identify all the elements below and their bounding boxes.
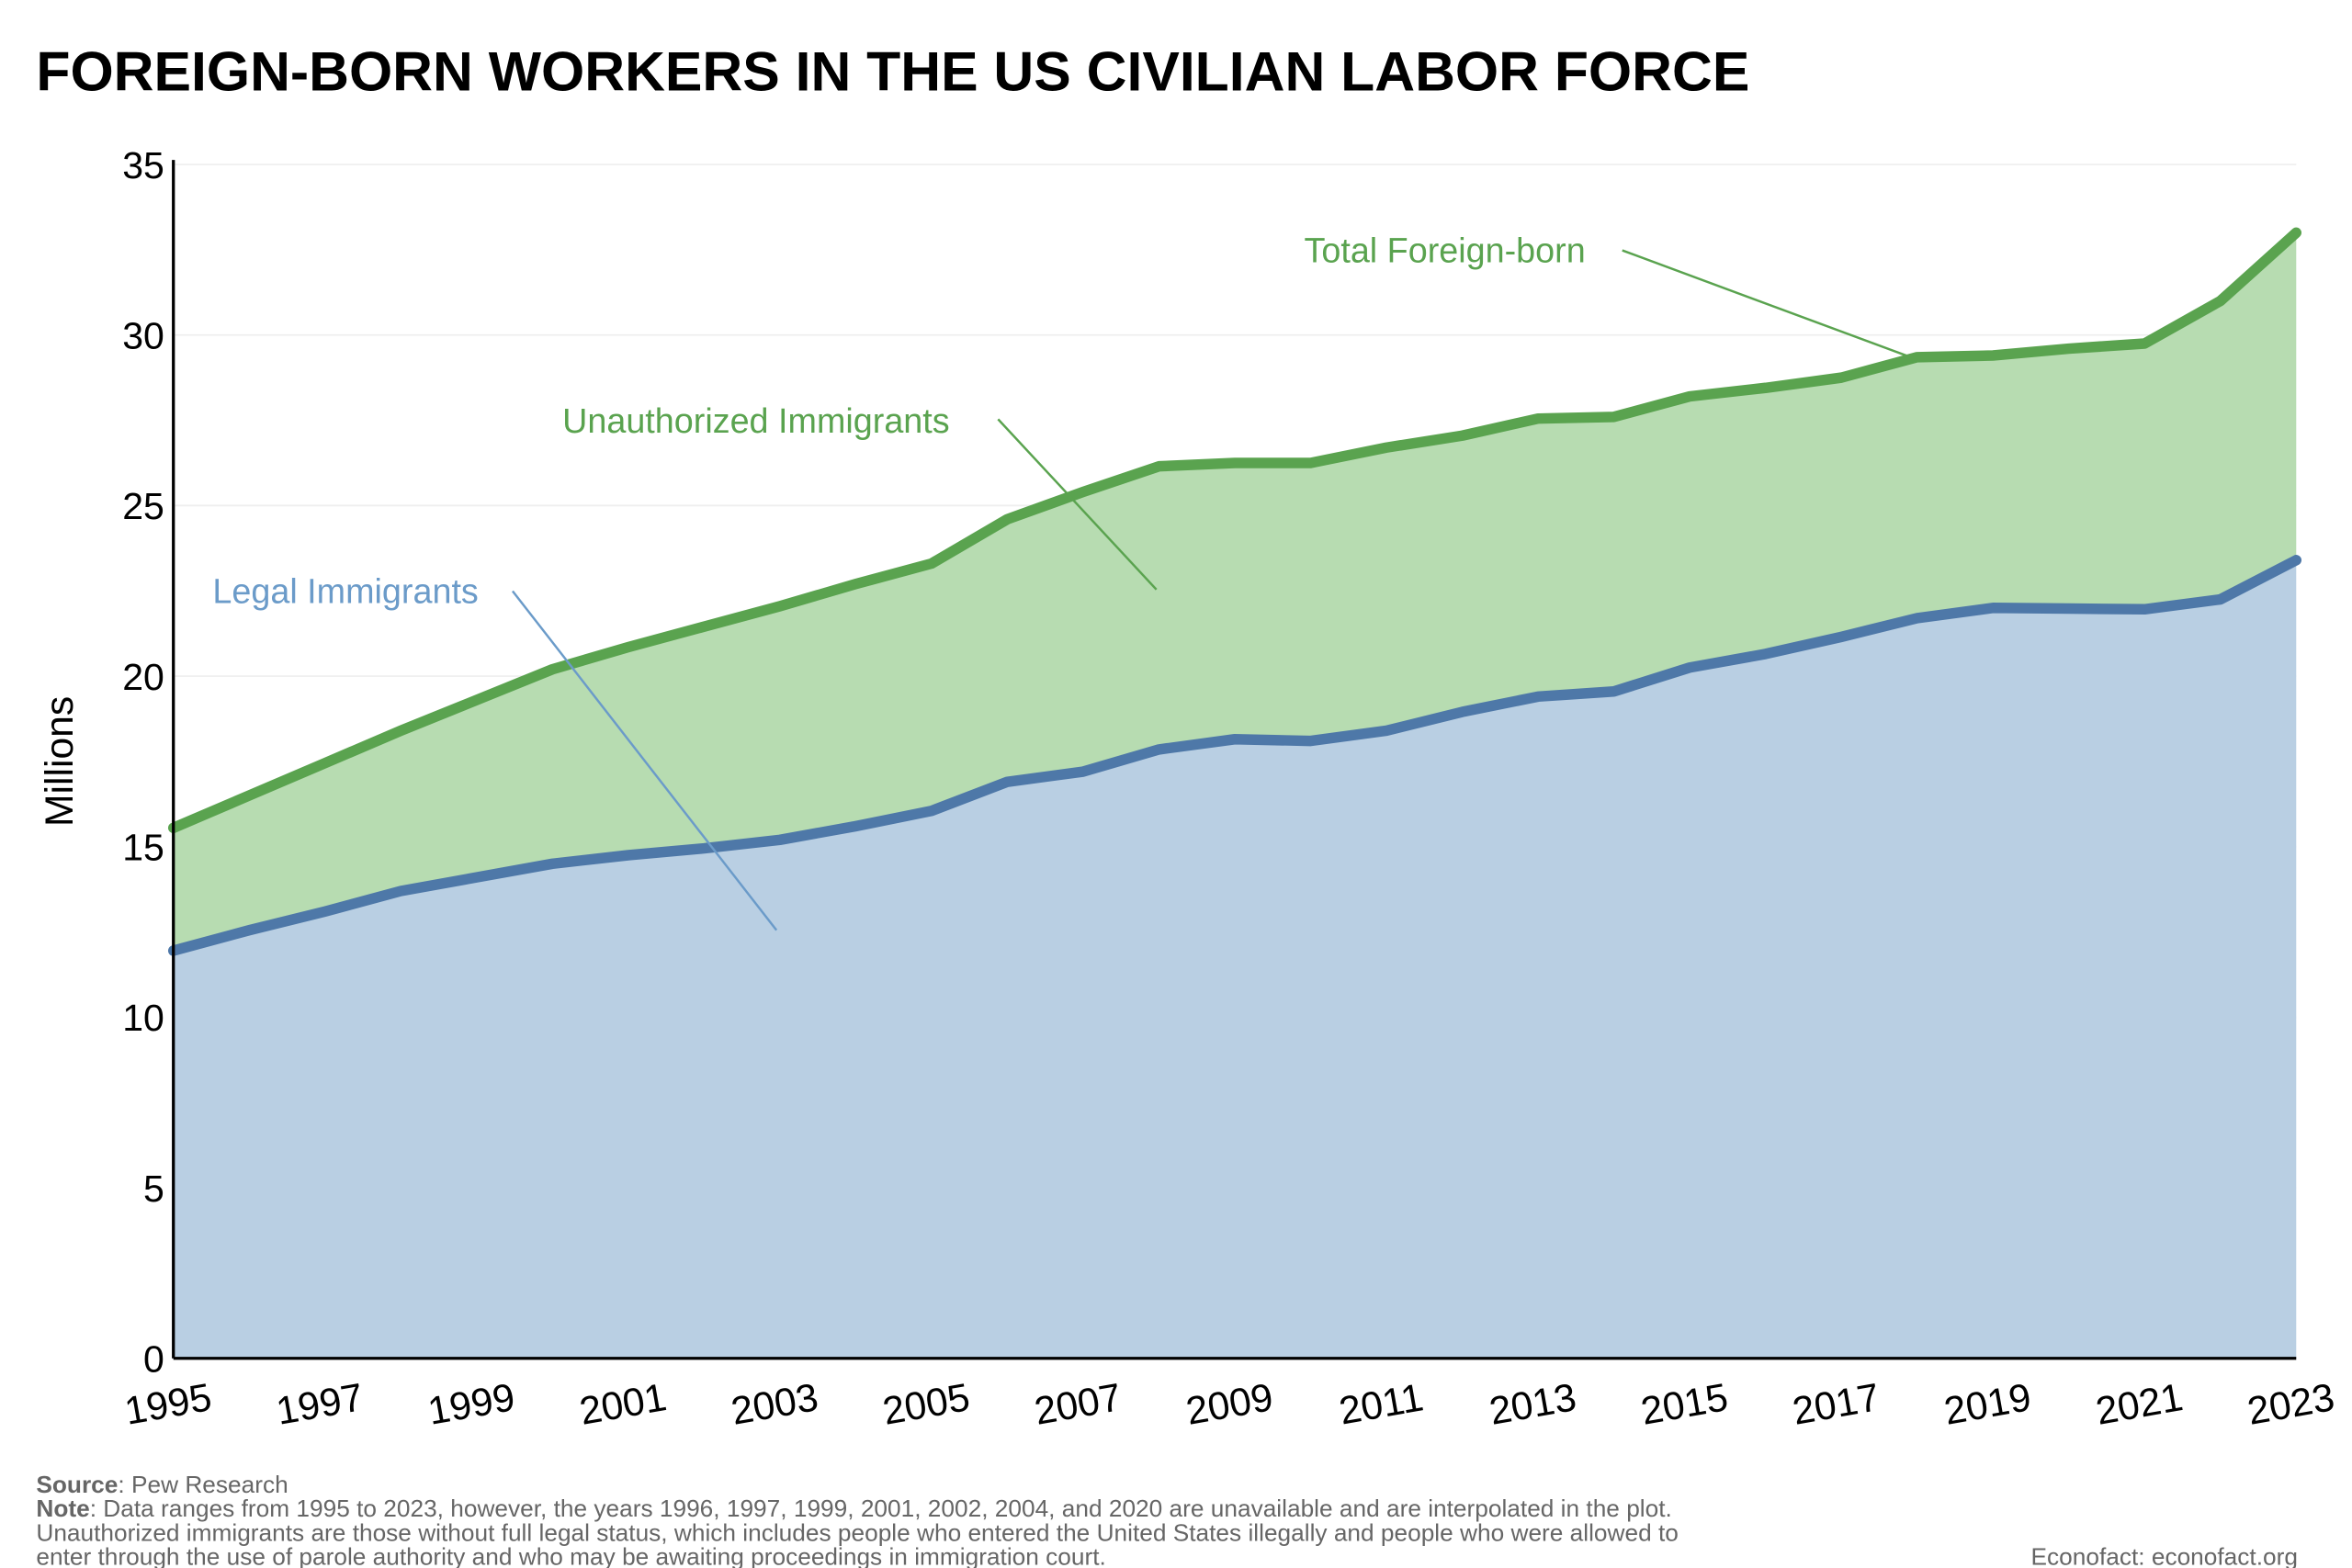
x-tick-label: 2013 bbox=[1486, 1375, 1579, 1434]
unauthorized-area bbox=[173, 232, 2297, 951]
footer-note-line3: enter through the use of parole authorit… bbox=[36, 1543, 1105, 1568]
x-tick-label: 2011 bbox=[1336, 1375, 1427, 1433]
y-axis-label: Millions bbox=[38, 696, 82, 827]
x-tick-label: 1999 bbox=[424, 1375, 518, 1434]
x-ticks: 1995 1997 1999 2001 2003 2005 2007 2009 2011 2013… bbox=[121, 1375, 2337, 1434]
x-tick-label: 2007 bbox=[1031, 1375, 1125, 1434]
x-tick-label: 2015 bbox=[1638, 1375, 1732, 1434]
x-tick-label: 1997 bbox=[273, 1375, 367, 1434]
x-tick-label: 2009 bbox=[1182, 1375, 1276, 1434]
x-tick-label: 2019 bbox=[1941, 1375, 2035, 1434]
y-tick-label: 20 bbox=[122, 656, 164, 698]
footer-note-line2: Unauthorized immigrants are those withou… bbox=[36, 1518, 1679, 1546]
y-tick-label: 5 bbox=[143, 1168, 164, 1210]
x-tick-label: 2001 bbox=[576, 1375, 670, 1434]
y-tick-label: 15 bbox=[122, 826, 164, 868]
legal-annotation: Legal Immigrants bbox=[212, 572, 478, 611]
legal-area bbox=[173, 559, 2297, 1359]
total-annotation-line bbox=[1622, 249, 1908, 357]
x-tick-label: 2023 bbox=[2245, 1375, 2338, 1434]
footer-note: Note: Data ranges from 1995 to 2023, how… bbox=[36, 1495, 1671, 1522]
y-tick-label: 35 bbox=[122, 144, 164, 186]
y-tick-label: 30 bbox=[122, 314, 164, 356]
y-tick-label: 0 bbox=[143, 1338, 164, 1381]
y-ticks: 0 5 10 15 20 25 30 35 bbox=[122, 144, 164, 1381]
x-tick-label: 1995 bbox=[121, 1375, 215, 1434]
chart-title: FOREIGN-BORN WORKERS IN THE US CIVILIAN … bbox=[36, 40, 1749, 103]
unauthorized-annotation-line bbox=[997, 418, 1158, 591]
x-tick-label: 2003 bbox=[728, 1375, 821, 1434]
footer-source: Source: Pew Research bbox=[36, 1471, 288, 1498]
x-tick-label: 2017 bbox=[1790, 1375, 1883, 1434]
y-tick-label: 25 bbox=[122, 485, 164, 527]
footer-credit: Econofact: econofact.org bbox=[2031, 1543, 2298, 1568]
total-annotation: Total Foreign-born bbox=[1304, 231, 1585, 270]
y-tick-label: 10 bbox=[122, 997, 164, 1039]
legal-annotation-line bbox=[511, 590, 778, 931]
areas bbox=[173, 232, 2297, 1359]
unauthorized-annotation: Unauthorized Immigrants bbox=[562, 401, 950, 440]
x-tick-label: 2021 bbox=[2093, 1375, 2187, 1434]
x-tick-label: 2005 bbox=[879, 1375, 973, 1434]
